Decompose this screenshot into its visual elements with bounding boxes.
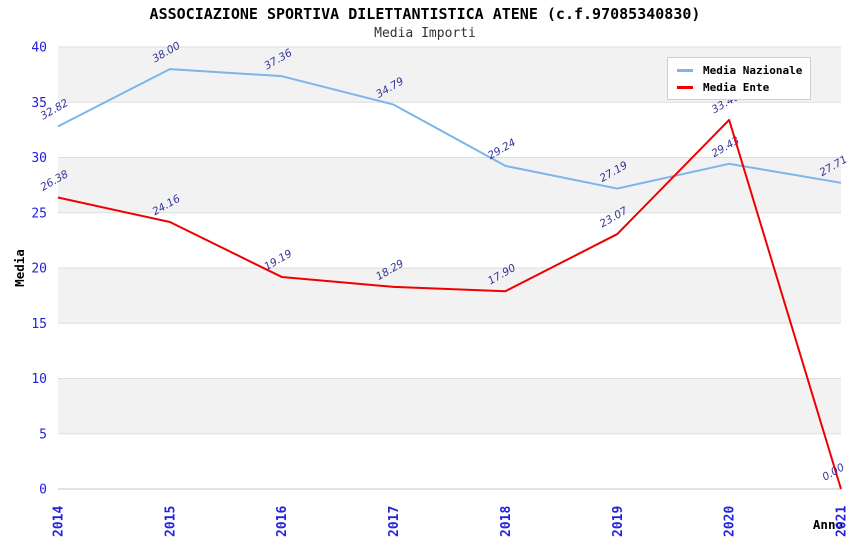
series-line-media-ente [57,118,842,490]
x-tick-label: 2019 [611,506,626,537]
y-axis-title: Media [12,249,27,287]
x-tick-label: 2014 [52,506,67,537]
y-tick-label: 25 [31,206,47,221]
legend-item-media-ente[interactable]: Media Ente [677,81,804,94]
x-tick-label: 2016 [275,506,290,537]
x-tick-label: 2015 [163,506,178,537]
plot-band [58,157,841,213]
y-tick-label: 15 [31,317,47,332]
media-ente-line-swatch-icon [677,85,693,89]
plot-band [58,268,841,324]
legend-label-media-ente: Media Ente [703,80,770,94]
x-tick-label: 2021 [835,506,850,537]
y-tick-label: 5 [39,427,47,442]
x-axis-title: Anno [813,517,843,532]
x-tick-label: 2017 [387,506,402,537]
y-tick-label: 20 [31,262,47,277]
legend: Media Nazionale Media Ente [667,57,811,100]
plot-band [58,378,841,434]
legend-item-media-nazionale[interactable]: Media Nazionale [677,64,804,77]
data-label-media-ente: 0.00 [820,461,847,483]
y-tick-label: 40 [31,41,47,56]
x-tick-label: 2020 [723,506,738,537]
y-tick-label: 10 [31,372,47,387]
chart-subtitle: Media Importi [374,26,476,41]
chart-title: ASSOCIAZIONE SPORTIVA DILETTANTISTICA AT… [149,5,701,23]
y-tick-label: 30 [31,151,47,166]
x-tick-label: 2018 [499,506,514,537]
y-tick-label: 0 [39,483,47,498]
legend-label-media-nazionale: Media Nazionale [703,63,803,77]
series-line-media-nazionale [57,68,842,190]
media-nazionale-line-swatch-icon [677,68,693,72]
y-tick-label: 35 [31,96,47,111]
